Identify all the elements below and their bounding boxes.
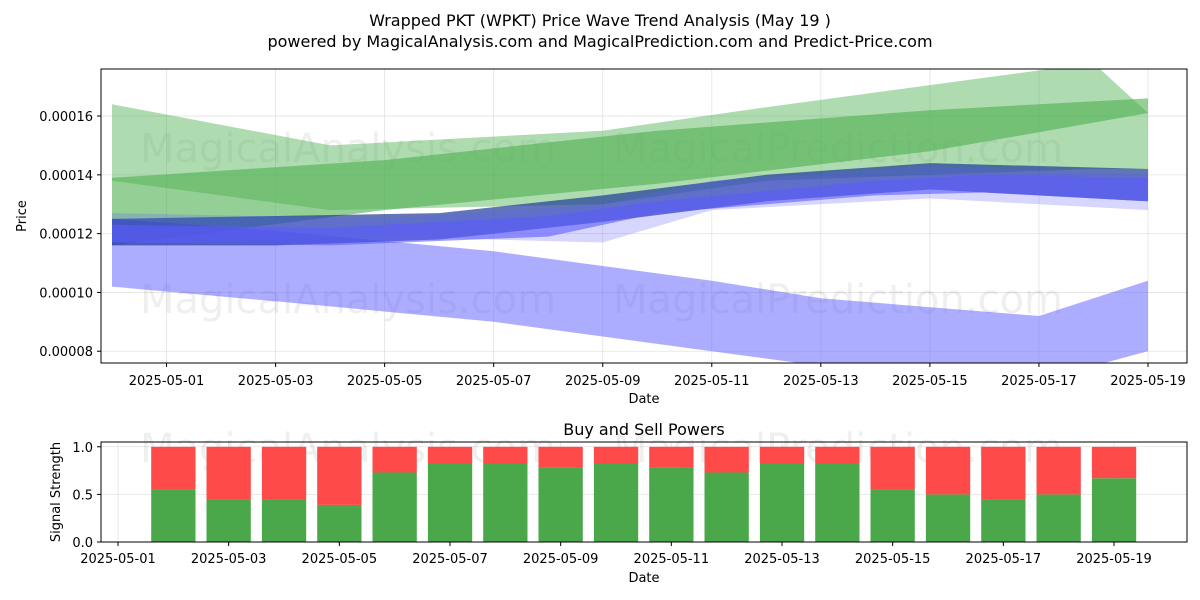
buy-bar — [925, 494, 971, 542]
buy-bar — [317, 504, 362, 542]
x-tick-label: 2025-05-15 — [855, 552, 931, 567]
buy-bar — [704, 472, 749, 542]
sell-bar — [593, 446, 639, 463]
x-tick-label: 2025-05-01 — [80, 552, 156, 567]
x-tick-label: 2025-05-09 — [523, 552, 599, 567]
sell-bar — [925, 446, 971, 495]
x-tick-label: 2025-05-07 — [456, 374, 532, 389]
x-tick-label: 2025-05-13 — [744, 552, 820, 567]
sell-bar — [759, 446, 805, 463]
x-tick-label: 2025-05-01 — [129, 374, 205, 389]
y-tick-label: 1.0 — [72, 441, 93, 456]
x-tick-label: 2025-05-17 — [966, 552, 1042, 567]
y-tick-label: 0.00012 — [39, 228, 93, 243]
sell-bar — [372, 446, 417, 473]
sell-bar — [1036, 446, 1081, 495]
buy-bar — [870, 489, 915, 542]
buy-bar — [981, 499, 1026, 542]
y-tick-label: 0.00016 — [39, 110, 93, 125]
x-tick-label: 2025-05-03 — [191, 552, 267, 567]
price-band-3 — [112, 218, 1148, 363]
buy-bar — [1036, 494, 1081, 542]
buy-bar — [427, 463, 473, 542]
buy-bar — [815, 463, 860, 542]
buy-bar — [649, 467, 694, 542]
sell-bar — [815, 446, 860, 463]
y-tick-label: 0.00010 — [39, 286, 93, 301]
sell-bar — [317, 446, 362, 505]
x-axis-label: Date — [628, 392, 659, 407]
sell-bar — [427, 446, 473, 463]
buy-bar — [1091, 478, 1137, 542]
y-axis-label: Signal Strength — [49, 442, 64, 542]
x-tick-label: 2025-05-13 — [783, 374, 859, 389]
x-tick-label: 2025-05-05 — [347, 374, 423, 389]
x-tick-label: 2025-05-19 — [1110, 374, 1186, 389]
plot-frame — [100, 68, 1188, 364]
plot-frame — [100, 441, 1188, 543]
x-tick-label: 2025-05-15 — [892, 374, 968, 389]
signal-plot: MagicalAnalysis.comMagicalPrediction.com… — [49, 420, 1188, 586]
buy-bar — [483, 463, 528, 542]
buy-bar — [759, 463, 805, 542]
y-tick-label: 0.00008 — [39, 345, 93, 360]
buy-bar — [206, 499, 251, 542]
price-band-2 — [112, 98, 1148, 246]
y-tick-label: 0.0 — [72, 536, 93, 551]
buy-bar — [372, 472, 417, 542]
price-band-5 — [112, 174, 1148, 246]
sell-bar — [1091, 446, 1137, 479]
x-tick-label: 2025-05-11 — [674, 374, 750, 389]
buy-bar — [261, 499, 307, 542]
x-tick-label: 2025-05-17 — [1001, 374, 1077, 389]
x-tick-label: 2025-05-05 — [302, 552, 378, 567]
sell-bar — [206, 446, 251, 500]
x-tick-label: 2025-05-09 — [565, 374, 641, 389]
sell-bar — [870, 446, 915, 490]
buy-bar — [151, 489, 196, 542]
price-plot: MagicalAnalysis.comMagicalPrediction.com… — [15, 68, 1188, 407]
x-tick-label: 2025-05-03 — [238, 374, 314, 389]
buy-bar — [538, 467, 583, 542]
chart-subtitle: powered by MagicalAnalysis.com and Magic… — [267, 32, 932, 51]
sell-bar — [483, 446, 528, 463]
signal-chart-title: Buy and Sell Powers — [563, 420, 725, 439]
sell-bar — [981, 446, 1026, 500]
chart-title: Wrapped PKT (WPKT) Price Wave Trend Anal… — [369, 11, 831, 30]
buy-bar — [593, 463, 639, 542]
y-tick-label: 0.5 — [72, 488, 93, 503]
x-tick-label: 2025-05-11 — [634, 552, 710, 567]
x-axis-label: Date — [628, 571, 659, 586]
sell-bar — [151, 446, 196, 490]
sell-bar — [649, 446, 694, 468]
sell-bar — [261, 446, 307, 500]
sell-bar — [538, 446, 583, 468]
y-tick-label: 0.00014 — [39, 169, 93, 184]
price-band-6 — [112, 166, 1148, 243]
sell-bar — [704, 446, 749, 473]
x-tick-label: 2025-05-19 — [1076, 552, 1152, 567]
x-tick-label: 2025-05-07 — [412, 552, 488, 567]
y-axis-label: Price — [15, 200, 30, 232]
